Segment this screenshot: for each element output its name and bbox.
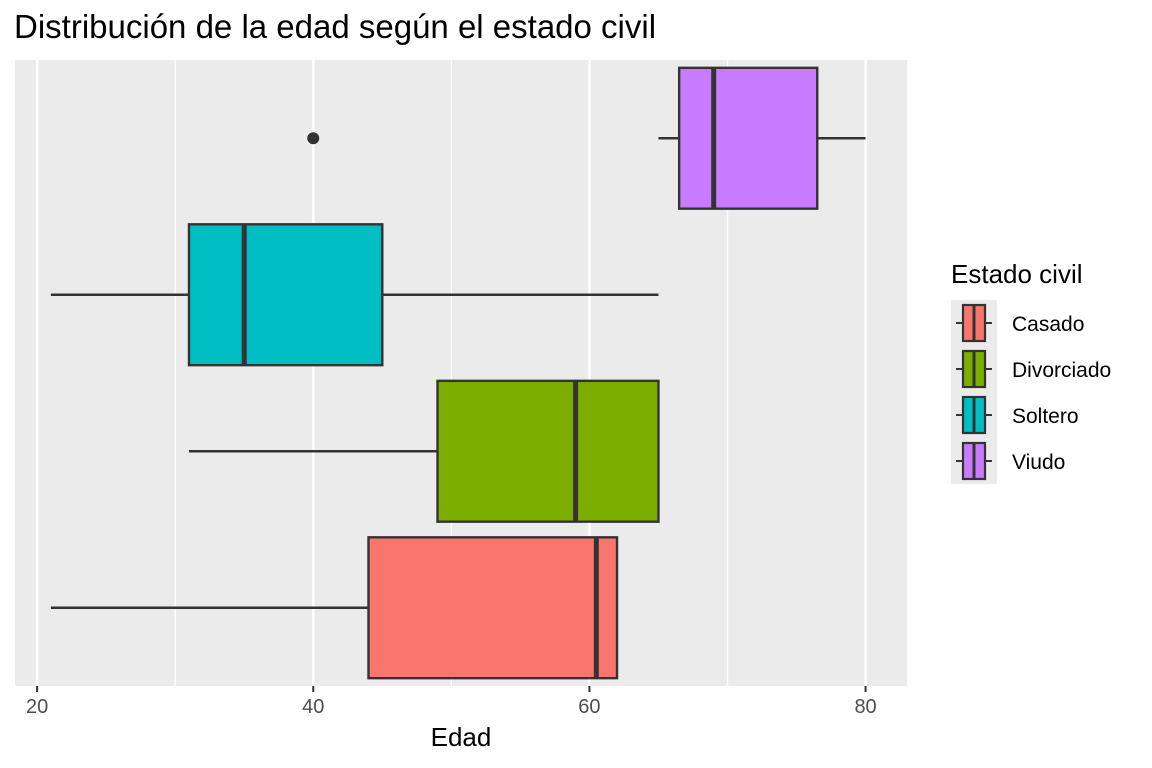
x-tick-label: 20 <box>26 696 48 718</box>
x-axis-ticks: 20 40 60 80 <box>26 686 877 718</box>
iqr-box <box>436 379 660 523</box>
legend-label: Casado <box>1012 313 1084 336</box>
iqr-box <box>677 66 819 210</box>
legend-item-casado: Casado <box>956 303 1084 343</box>
x-tick-label: 80 <box>854 696 876 718</box>
box-divorciado <box>188 379 660 523</box>
iqr-box <box>187 223 384 367</box>
iqr-box <box>367 536 619 680</box>
chart-title: Distribución de la edad según el estado … <box>14 8 656 45</box>
legend-label: Soltero <box>1012 405 1079 428</box>
x-axis-title: Edad <box>431 722 492 752</box>
legend-label: Viudo <box>1012 451 1065 474</box>
x-tick-label: 60 <box>578 696 600 718</box>
legend-item-soltero: Soltero <box>956 395 1079 435</box>
legend-item-divorciado: Divorciado <box>956 349 1111 389</box>
outlier-point <box>307 132 320 145</box>
x-tick-label: 40 <box>302 696 324 718</box>
box-casado <box>50 536 619 680</box>
box-soltero <box>50 223 659 367</box>
legend: Casado Divorciado Soltero Viudo <box>951 300 1111 484</box>
legend-title: Estado civil <box>951 259 1083 289</box>
legend-item-viudo: Viudo <box>956 441 1065 481</box>
box-viudo <box>307 66 866 210</box>
boxes <box>50 66 866 680</box>
legend-label: Divorciado <box>1012 359 1111 382</box>
